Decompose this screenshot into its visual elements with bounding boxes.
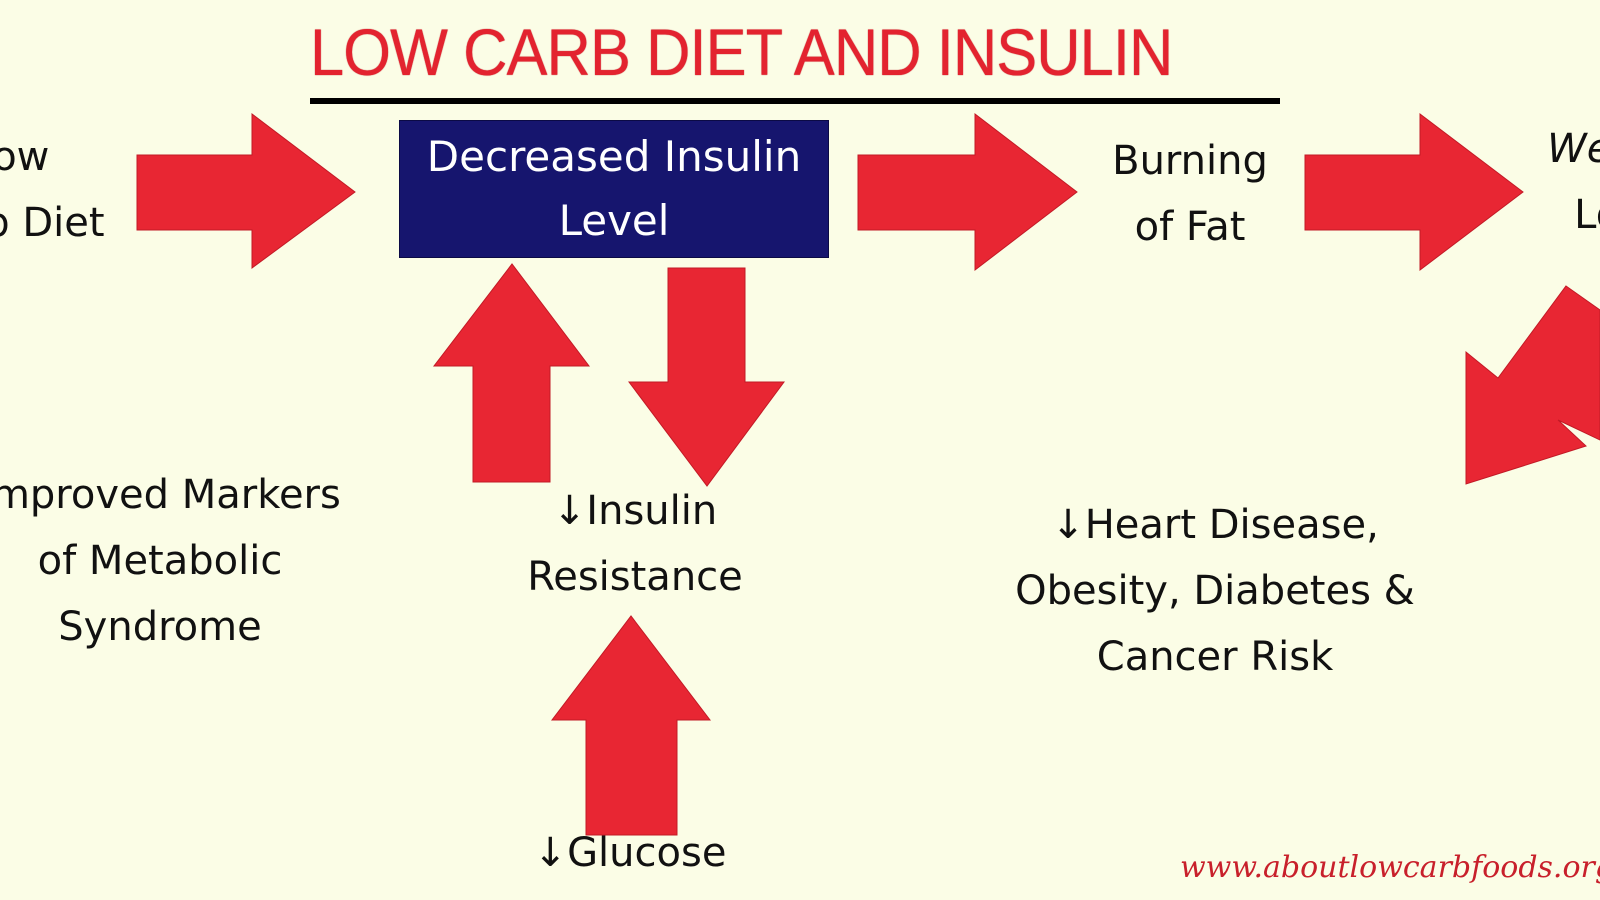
arrow-down-icon bbox=[628, 267, 785, 487]
node-line: Loss bbox=[1574, 192, 1600, 238]
node-line: of Fat bbox=[1134, 204, 1246, 250]
node-insulin-resistance: ↓Insulin Resistance bbox=[490, 478, 780, 610]
node-disease-risk: ↓Heart Disease, Obesity, Diabetes & Canc… bbox=[975, 492, 1455, 690]
page-title: LOW CARB DIET AND INSULIN bbox=[310, 15, 1173, 89]
arrow-down-left-icon bbox=[1465, 285, 1600, 485]
node-line: Decreased Insulin bbox=[426, 132, 802, 181]
node-line: ↓Glucose bbox=[533, 830, 727, 876]
node-line: Improved Markers bbox=[0, 472, 341, 518]
node-metabolic-syndrome: Improved Markers of Metabolic Syndrome bbox=[0, 462, 380, 660]
node-line: Level bbox=[558, 196, 670, 245]
node-line: ↓Heart Disease, bbox=[1051, 502, 1379, 548]
node-decreased-insulin-level: Decreased Insulin Level bbox=[399, 120, 829, 258]
node-burning-of-fat: Burning of Fat bbox=[1070, 128, 1310, 260]
node-line: Weight bbox=[1547, 126, 1600, 172]
node-line: Burning bbox=[1112, 138, 1268, 184]
node-line: Carb Diet bbox=[0, 200, 105, 246]
title-underline bbox=[310, 98, 1280, 104]
node-line: of Metabolic bbox=[37, 538, 283, 584]
node-weight-loss: Weight Loss bbox=[1518, 116, 1600, 248]
node-glucose: ↓Glucose bbox=[510, 820, 750, 886]
node-line: Low bbox=[0, 134, 50, 180]
node-line: Obesity, Diabetes & bbox=[1015, 568, 1415, 614]
arrow-right-icon bbox=[1304, 112, 1524, 272]
watermark-url: www.aboutlowcarbfoods.org bbox=[1180, 850, 1600, 885]
arrow-right-icon bbox=[857, 112, 1078, 272]
node-low-carb-diet: Low Carb Diet bbox=[0, 124, 130, 256]
arrow-right-icon bbox=[136, 112, 356, 269]
arrow-up-icon bbox=[550, 615, 712, 836]
node-line: Resistance bbox=[527, 554, 743, 600]
node-line: Cancer Risk bbox=[1096, 634, 1334, 680]
node-line: Syndrome bbox=[58, 604, 262, 650]
arrow-up-icon bbox=[432, 263, 591, 483]
node-line: ↓Insulin bbox=[552, 488, 718, 534]
